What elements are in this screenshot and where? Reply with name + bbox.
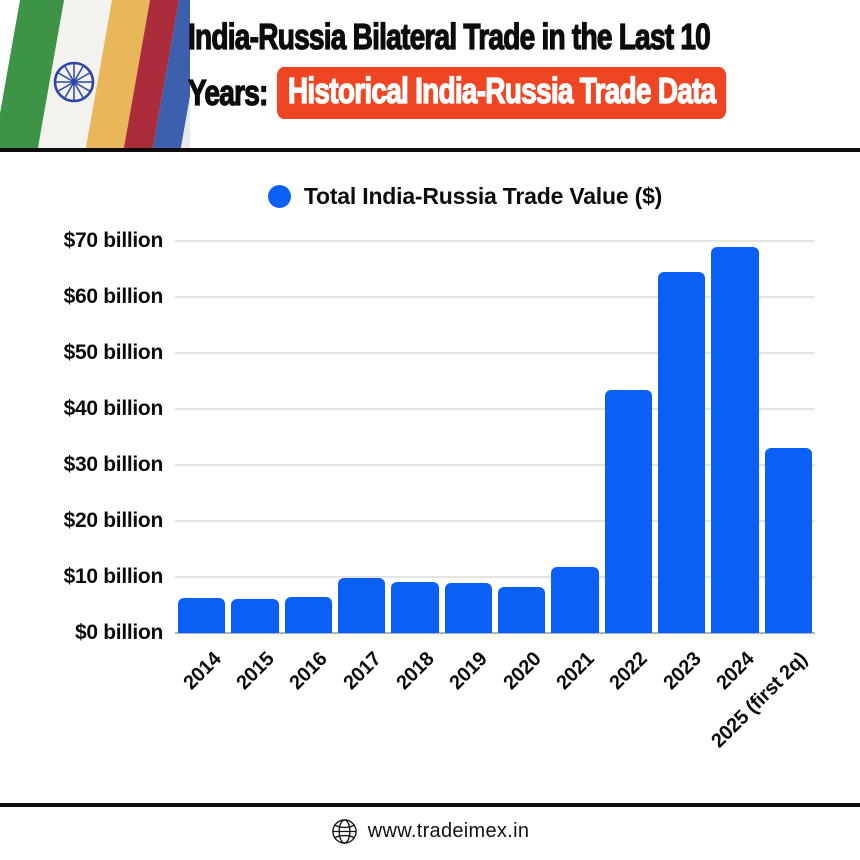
gridline	[175, 520, 815, 522]
india-flag-saffron-stripe	[84, 0, 152, 148]
gridline	[175, 632, 815, 634]
legend-label: Total India-Russia Trade Value ($)	[303, 183, 663, 209]
chart-bar	[338, 578, 386, 633]
chart-bar	[498, 587, 546, 633]
chart-bar	[658, 272, 706, 633]
india-flag-white-stripe	[36, 0, 116, 148]
title-highlight-badge: Historical India-Russia Trade Data	[276, 67, 727, 119]
y-axis-tick-label: $60 billion	[63, 285, 164, 308]
chart-bar	[444, 583, 492, 633]
page-title: India-Russia Bilateral Trade in the Last…	[187, 15, 856, 119]
y-axis-tick-label: $50 billion	[63, 341, 164, 364]
y-axis-tick-label: $20 billion	[63, 509, 164, 532]
gridline	[175, 352, 815, 354]
chart-bar	[231, 599, 279, 633]
gridline	[175, 240, 815, 242]
gridline	[175, 296, 815, 298]
gridline	[175, 464, 815, 466]
y-axis-tick-label: $10 billion	[63, 565, 164, 588]
title-line-1: India-Russia Bilateral Trade in the Last…	[187, 15, 711, 57]
ashoka-chakra-icon	[53, 61, 95, 103]
gridline	[175, 576, 815, 578]
legend-marker-dot-icon	[267, 185, 291, 208]
website-link[interactable]: www.tradeimex.in	[367, 820, 530, 842]
globe-icon	[331, 819, 357, 844]
title-line-2-prefix: Years:	[187, 71, 268, 113]
india-flag-green-stripe	[0, 0, 68, 148]
russia-flag-red-stripe	[122, 0, 181, 148]
india-russia-flags-image	[0, 0, 190, 148]
y-axis-tick-label: $70 billion	[63, 229, 164, 252]
chart-legend: Total India-Russia Trade Value ($)	[0, 183, 860, 210]
y-axis-tick-label: $0 billion	[74, 621, 163, 644]
y-axis-tick-label: $30 billion	[63, 453, 164, 476]
footer-divider-line	[0, 803, 860, 807]
russia-flag-blue-stripe	[151, 0, 190, 148]
chart-bar	[604, 390, 652, 633]
footer: www.tradeimex.in	[0, 818, 860, 845]
chart-bar	[284, 597, 332, 633]
chart-bar	[711, 247, 759, 633]
header-divider-line	[0, 148, 860, 152]
y-axis-tick-label: $40 billion	[63, 397, 164, 420]
chart-bar	[178, 598, 226, 633]
chart-bar	[764, 448, 812, 633]
flags-illustration	[0, 0, 190, 148]
title-line-2: Years: Historical India-Russia Trade Dat…	[187, 67, 727, 119]
chart-bar	[391, 582, 439, 633]
gridline	[175, 408, 815, 410]
chart-bar	[551, 567, 599, 633]
